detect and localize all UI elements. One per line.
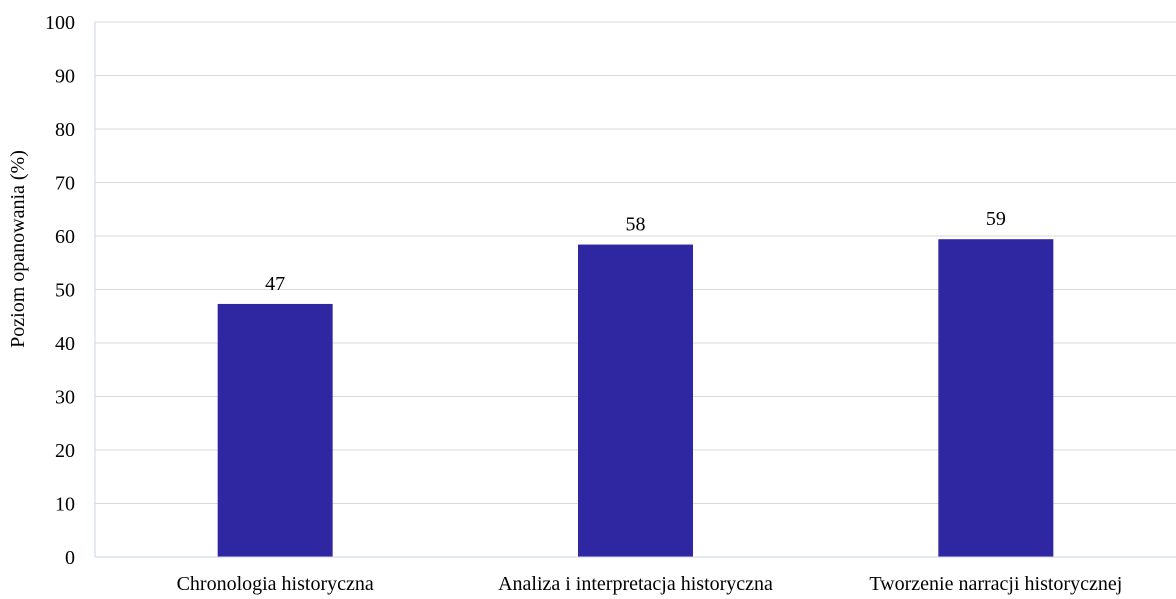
data-label: 59 <box>986 208 1006 230</box>
y-tick-label: 90 <box>55 66 75 88</box>
category-label: Chronologia historyczna <box>177 573 374 595</box>
y-tick-label: 10 <box>55 494 75 516</box>
y-tick-label: 70 <box>55 173 75 195</box>
bar <box>578 244 693 557</box>
category-labels: Chronologia historyczna Analiza i interpr… <box>177 573 1123 595</box>
data-labels: 47 58 59 <box>265 208 1006 295</box>
y-tick-label: 50 <box>55 280 75 302</box>
y-tick-label: 80 <box>55 119 75 141</box>
y-tick-label: 0 <box>65 547 75 569</box>
data-label: 47 <box>265 273 285 295</box>
category-label: Tworzenie narracji historycznej <box>869 573 1122 595</box>
bar <box>938 239 1054 557</box>
y-tick-label: 20 <box>55 440 75 462</box>
y-axis-title: Poziom opanowania (%) <box>7 150 29 348</box>
category-label: Analiza i interpretacja historyczna <box>498 573 773 595</box>
data-label: 58 <box>626 214 646 236</box>
y-tick-label: 40 <box>55 333 75 355</box>
y-tick-label: 30 <box>55 387 75 409</box>
bars <box>217 239 1054 557</box>
y-axis-tick-labels: 0 10 20 30 40 50 60 70 80 90 100 <box>45 12 75 569</box>
bar <box>217 303 333 557</box>
y-tick-label: 60 <box>55 226 75 248</box>
y-tick-label: 100 <box>45 12 75 34</box>
